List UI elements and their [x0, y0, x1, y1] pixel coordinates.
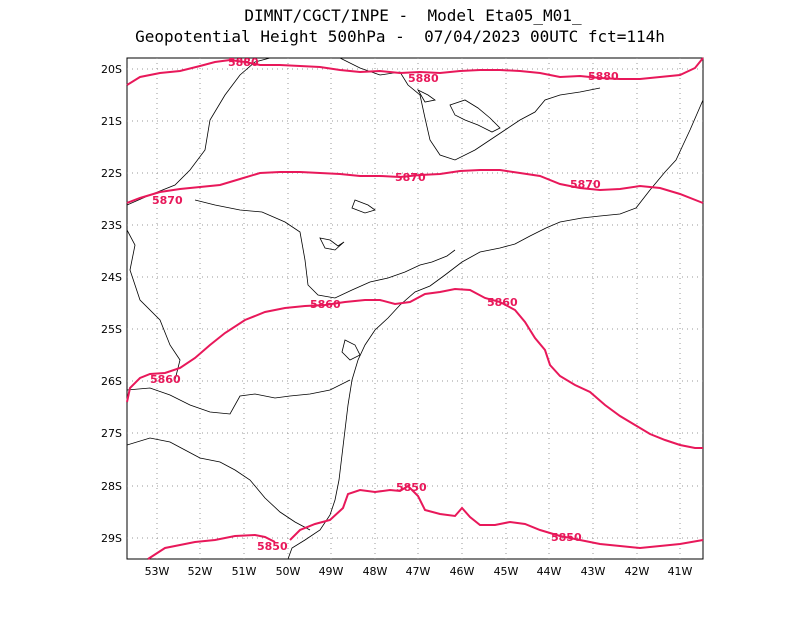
lon-tick-label: 48W [363, 565, 388, 578]
lon-tick-label: 44W [537, 565, 562, 578]
state-border [126, 437, 311, 531]
contour-label: 5860 [487, 296, 518, 309]
map-frame [126, 57, 704, 560]
lat-tick-label: 25S [101, 323, 122, 336]
lat-tick-label: 28S [101, 480, 122, 493]
lon-tick-label: 46W [450, 565, 475, 578]
contour-5870 [126, 169, 704, 204]
contour-labels: 5880 5880 5880 5870 5870 5870 5860 5860 … [150, 56, 619, 553]
contour-label: 5880 [228, 56, 259, 69]
state-border [126, 57, 271, 206]
contour-5860 [126, 287, 703, 449]
lat-tick-label: 20S [101, 63, 122, 76]
contour-label: 5850 [257, 540, 288, 553]
contour-label: 5860 [150, 373, 181, 386]
lon-tick-label: 47W [406, 565, 431, 578]
contour-label: 5850 [551, 531, 582, 544]
lon-tick-label: 53W [145, 565, 170, 578]
contour-label: 5880 [588, 70, 619, 83]
state-border [339, 57, 601, 161]
coastline [287, 99, 704, 560]
lat-tick-label: 29S [101, 532, 122, 545]
bay [341, 339, 361, 361]
lake [416, 89, 436, 103]
contour-label: 5870 [152, 194, 183, 207]
contour-label: 5870 [395, 171, 426, 184]
title-line-1: DIMNT/CGCT/INPE - Model Eta05_M01_ [244, 6, 582, 25]
lake [351, 199, 376, 214]
lon-tick-label: 49W [319, 565, 344, 578]
lat-tick-label: 22S [101, 167, 122, 180]
lat-tick-label: 26S [101, 375, 122, 388]
title-line-2: Geopotential Height 500hPa - 07/04/2023 … [135, 27, 665, 46]
contour-5880 [126, 57, 704, 86]
contour-label: 5880 [408, 72, 439, 85]
contour-label: 5860 [310, 298, 341, 311]
lon-tick-label: 45W [494, 565, 519, 578]
state-border [126, 379, 351, 415]
lat-tick-label: 27S [101, 427, 122, 440]
contour-5850 [147, 484, 704, 560]
lon-tick-label: 51W [232, 565, 257, 578]
lon-tick-label: 43W [581, 565, 606, 578]
lon-tick-label: 42W [625, 565, 650, 578]
lon-axis: 53W 52W 51W 50W 49W 48W 47W 46W 45W 44W … [145, 565, 693, 578]
lake [319, 237, 345, 251]
contours [126, 57, 704, 560]
lake [449, 99, 501, 133]
contour-label: 5870 [570, 178, 601, 191]
state-border [194, 199, 456, 299]
contour-label: 5850 [396, 481, 427, 494]
lat-tick-label: 21S [101, 115, 122, 128]
lat-axis: 20S 21S 22S 23S 24S 25S 26S 27S 28S 29S [101, 63, 122, 545]
lon-tick-label: 52W [188, 565, 213, 578]
lat-tick-label: 23S [101, 219, 122, 232]
lon-tick-label: 50W [276, 565, 301, 578]
lat-tick-label: 24S [101, 271, 122, 284]
state-border [126, 229, 181, 381]
lon-tick-label: 41W [668, 565, 693, 578]
